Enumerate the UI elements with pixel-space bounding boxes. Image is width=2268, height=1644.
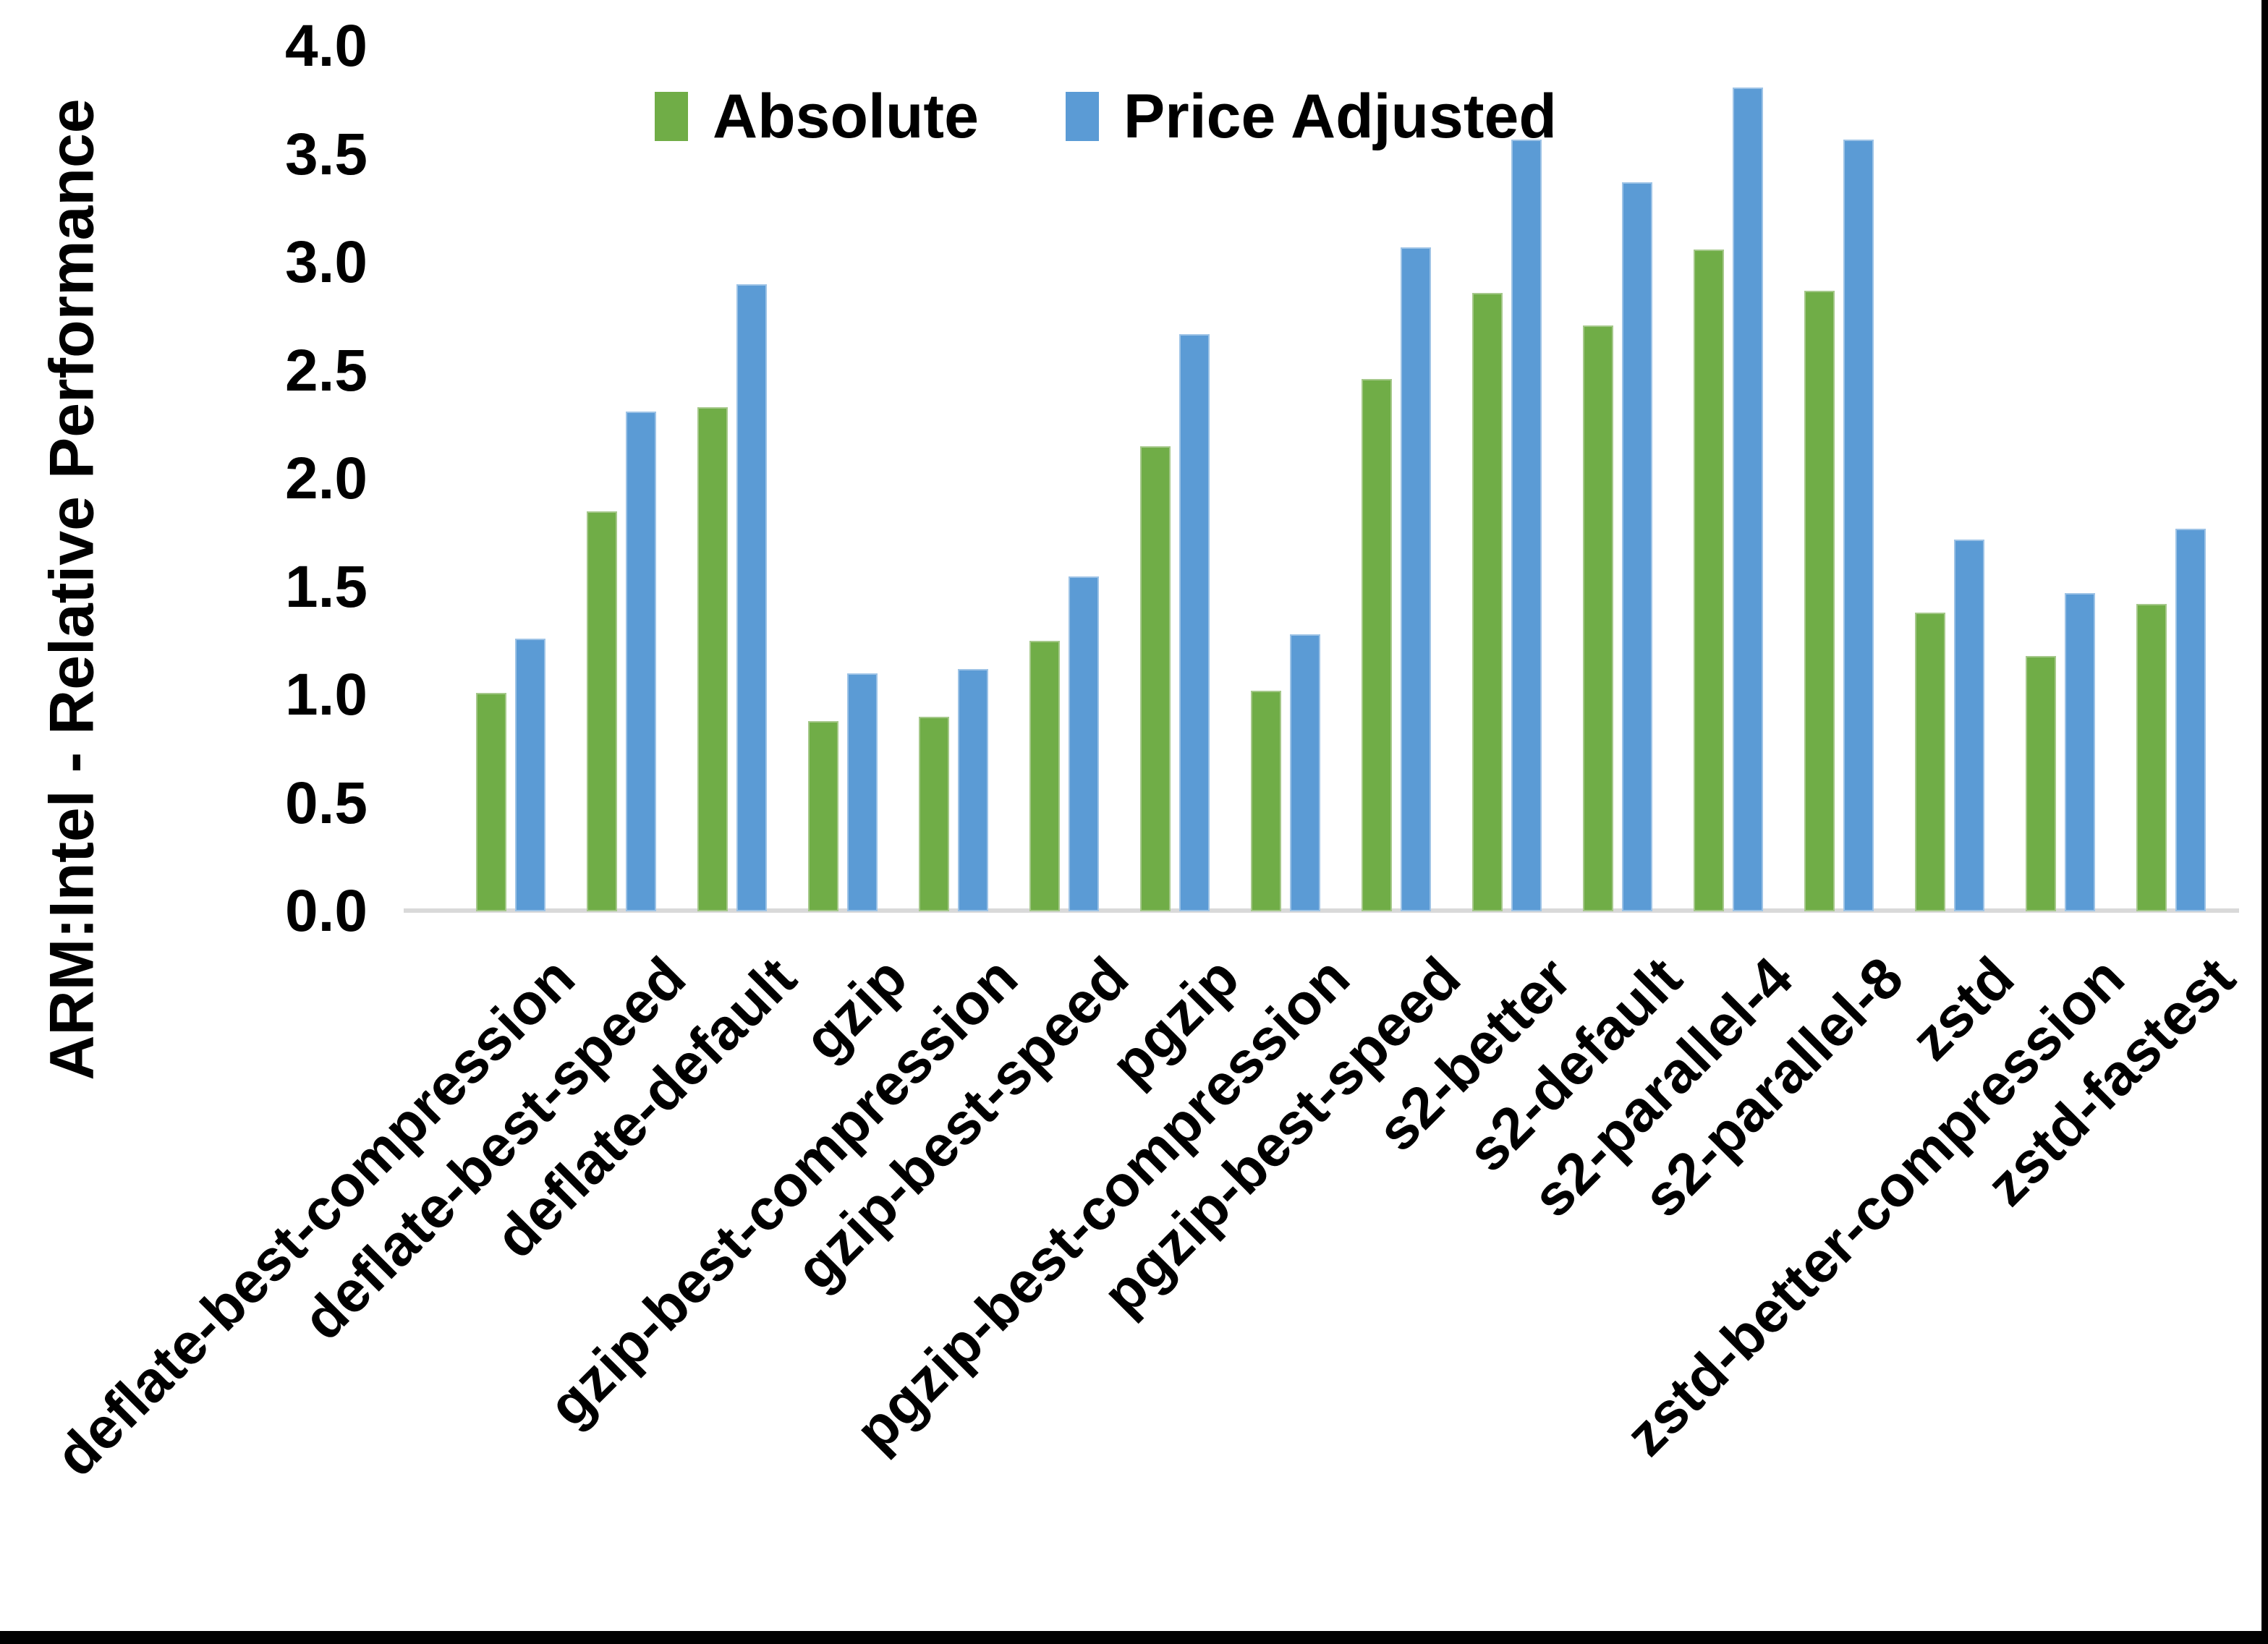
bar-price-adjusted-gzip: [846, 673, 878, 911]
bar-price-adjusted-zstd: [1953, 540, 1984, 911]
bar-price-adjusted-pgzip-best-speed: [1400, 247, 1431, 911]
bar-price-adjusted-deflate-best-speed: [625, 412, 656, 911]
bar-price-adjusted-s2-default: [1621, 182, 1652, 911]
bar-price-adjusted-s2-parallel-4: [1732, 88, 1763, 911]
bar-price-adjusted-zstd-fastest: [2175, 529, 2206, 911]
bar-price-adjusted-deflate-best-compression: [514, 639, 545, 911]
y-axis-tick-2.5: 2.5: [285, 337, 368, 404]
bar-absolute-s2-default: [1582, 325, 1613, 911]
bar-absolute-deflate-best-compression: [475, 693, 506, 911]
bar-price-adjusted-gzip-best-compression: [957, 669, 988, 911]
legend-item-absolute: Absolute: [655, 85, 979, 148]
bar-price-adjusted-pgzip-best-compression: [1289, 634, 1320, 911]
bar-absolute-s2-better: [1471, 293, 1503, 911]
bar-absolute-pgzip: [1139, 446, 1171, 911]
legend-swatch-absolute: [655, 92, 688, 141]
legend: Absolute Price Adjusted: [655, 85, 1557, 148]
x-axis-line: [404, 908, 2239, 913]
bar-absolute-gzip: [807, 721, 838, 911]
legend-item-price-adjusted: Price Adjusted: [1065, 82, 1557, 151]
y-axis-tick-1.0: 1.0: [285, 662, 368, 728]
bar-absolute-s2-parallel-8: [1804, 291, 1835, 911]
y-axis-tick-2.0: 2.0: [285, 446, 368, 511]
bar-absolute-gzip-best-speed: [1029, 641, 1060, 911]
bar-absolute-pgzip-best-speed: [1361, 379, 1392, 911]
bar-absolute-deflate-default: [697, 407, 728, 911]
bar-price-adjusted-deflate-default: [736, 284, 767, 911]
bar-price-adjusted-s2-better: [1511, 140, 1542, 911]
bar-absolute-s2-parallel-4: [1693, 250, 1724, 911]
y-axis-tick-4.0: 4.0: [285, 13, 368, 79]
y-axis-tick-3.0: 3.0: [285, 229, 368, 295]
legend-label-price-adjusted: Price Adjusted: [1123, 82, 1557, 151]
y-axis-tick-0.0: 0.0: [285, 878, 368, 944]
bar-absolute-zstd-fastest: [2136, 604, 2167, 911]
y-axis-tick-1.5: 1.5: [285, 553, 368, 620]
bar-absolute-zstd: [1914, 613, 1945, 911]
bar-absolute-deflate-best-speed: [586, 511, 617, 911]
bar-price-adjusted-zstd-better-compression: [2064, 593, 2095, 911]
bar-price-adjusted-gzip-best-speed: [1068, 576, 1099, 911]
y-axis-tick-0.5: 0.5: [285, 770, 368, 836]
bar-absolute-gzip-best-compression: [918, 717, 949, 911]
bar-absolute-zstd-better-compression: [2025, 656, 2056, 911]
bar-price-adjusted-s2-parallel-8: [1843, 140, 1874, 911]
bar-absolute-pgzip-best-compression: [1250, 691, 1281, 911]
y-axis-tick-3.5: 3.5: [285, 121, 368, 187]
bar-price-adjusted-pgzip: [1178, 334, 1210, 911]
y-axis-title: ARM:Intel - Relative Performance: [37, 98, 107, 1081]
legend-swatch-price-adjusted: [1065, 92, 1099, 141]
legend-label-absolute: Absolute: [713, 82, 979, 151]
